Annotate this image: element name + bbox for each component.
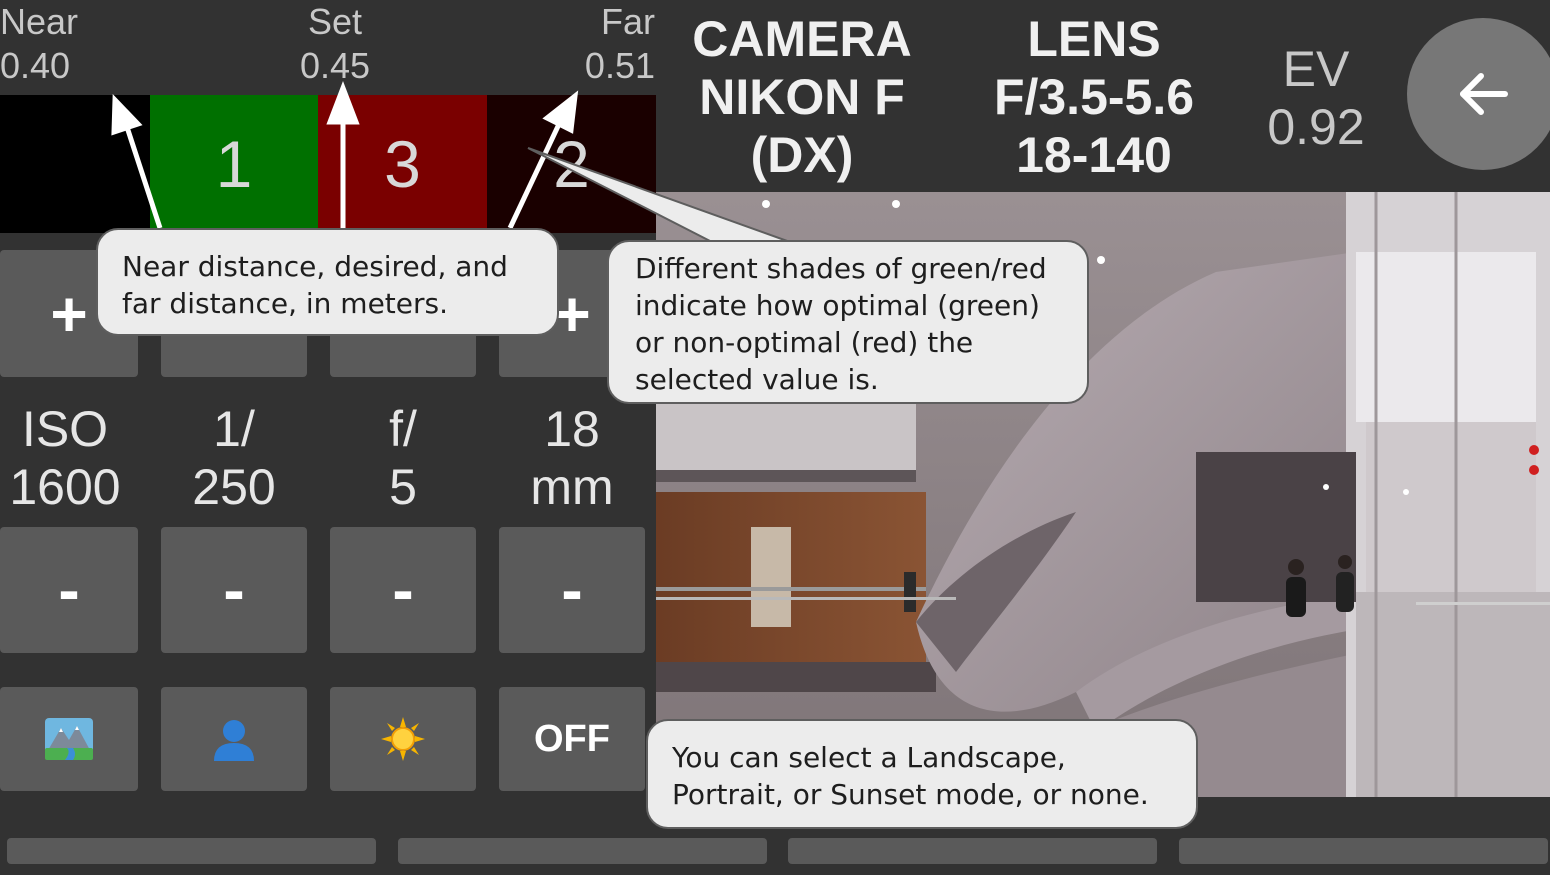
- bottom-bar-1[interactable]: [7, 838, 376, 864]
- callout-distances-line-2: far distance, in meters.: [122, 287, 449, 320]
- callout-modes-line-2: Portrait, or Sunset mode, or none.: [672, 778, 1149, 811]
- ev-label: EV: [1282, 41, 1350, 97]
- focal-setting: 18 mm: [499, 400, 645, 516]
- ev-value: 0.92: [1267, 99, 1365, 155]
- ev-readout: EV 0.92: [1245, 40, 1387, 156]
- lens-focal-range: 18-140: [1016, 127, 1172, 183]
- camera-model: NIKON F: [699, 69, 905, 125]
- iso-minus-button[interactable]: -: [0, 527, 138, 653]
- shutter-minus-button[interactable]: -: [161, 527, 307, 653]
- set-label: Set: [307, 1, 363, 42]
- callout-shades-line-4: selected value is.: [635, 363, 879, 396]
- lens-info[interactable]: LENS F/3.5-5.6 18-140: [965, 10, 1223, 184]
- callout-shades-line-3: or non-optimal (red) the: [635, 326, 974, 359]
- camera-heading: CAMERA: [692, 11, 912, 67]
- aperture-label: f/: [389, 401, 417, 457]
- focus-segment-3[interactable]: 3: [318, 95, 487, 233]
- shutter-setting: 1/ 250: [161, 400, 307, 516]
- back-button[interactable]: [1407, 18, 1550, 170]
- focal-value: mm: [530, 459, 614, 515]
- aperture-minus-button[interactable]: -: [330, 527, 476, 653]
- bottom-bar-2[interactable]: [398, 838, 767, 864]
- iso-setting: ISO 1600: [0, 400, 130, 516]
- callout-modes-line-1: You can select a Landscape,: [672, 741, 1066, 774]
- callout-modes: You can select a Landscape, Portrait, or…: [646, 719, 1198, 829]
- focal-minus-button[interactable]: -: [499, 527, 645, 653]
- arrow-left-icon: [1460, 73, 1508, 115]
- near-value: 0.40: [0, 45, 71, 86]
- iso-value: 1600: [9, 459, 121, 515]
- callout-shades: Different shades of green/red indicate h…: [607, 240, 1089, 404]
- far-value: 0.51: [584, 45, 655, 86]
- shutter-label: 1/: [213, 401, 255, 457]
- lens-heading: LENS: [1027, 11, 1161, 67]
- far-distance: Far 0.51: [540, 0, 655, 88]
- callout-shades-line-1: Different shades of green/red: [635, 252, 1047, 285]
- landscape-icon: [45, 718, 93, 760]
- camera-info[interactable]: CAMERA NIKON F (DX): [672, 10, 932, 184]
- near-distance: Near 0.40: [0, 0, 78, 88]
- lens-aperture-range: F/3.5-5.6: [993, 69, 1195, 125]
- set-distance: Set 0.45: [270, 0, 400, 88]
- focal-label: 18: [544, 401, 600, 457]
- atrium-photo: [656, 192, 1550, 797]
- camera-preview-image: [656, 192, 1550, 797]
- bottom-bar-4[interactable]: [1179, 838, 1548, 864]
- landscape-mode-button[interactable]: [0, 687, 138, 791]
- portrait-icon: [214, 720, 254, 761]
- portrait-mode-button[interactable]: [161, 687, 307, 791]
- far-label: Far: [601, 1, 655, 42]
- bottom-bar-3[interactable]: [788, 838, 1157, 864]
- callout-distances: Near distance, desired, and far distance…: [96, 228, 559, 336]
- camera-format: (DX): [750, 127, 854, 183]
- set-value: 0.45: [299, 45, 371, 86]
- near-label: Near: [0, 1, 79, 42]
- focus-segment-1[interactable]: 1: [150, 95, 318, 233]
- focus-bar[interactable]: 1 3 2: [0, 95, 656, 233]
- aperture-value: 5: [389, 459, 417, 515]
- aperture-setting: f/ 5: [330, 400, 476, 516]
- mode-off-button[interactable]: OFF: [499, 687, 645, 791]
- focus-segment-empty[interactable]: [0, 95, 150, 233]
- callout-shades-line-2: indicate how optimal (green): [635, 289, 1040, 322]
- iso-label: ISO: [21, 401, 109, 457]
- callout-distances-line-1: Near distance, desired, and: [122, 250, 508, 283]
- focus-segment-2[interactable]: 2: [487, 95, 656, 233]
- shutter-value: 250: [192, 459, 276, 515]
- sunset-mode-button[interactable]: [330, 687, 476, 791]
- sun-icon: [381, 717, 425, 761]
